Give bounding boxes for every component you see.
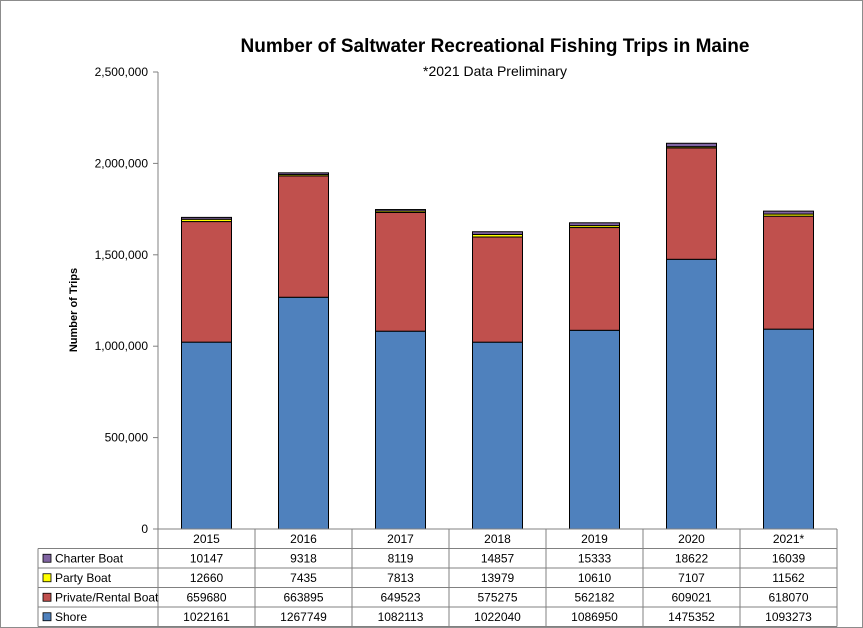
bar-segment (666, 142, 717, 148)
data-label: 649523 (380, 590, 420, 604)
bar-segment (666, 258, 717, 530)
data-label: 1022040 (474, 610, 521, 624)
data-label: 659680 (186, 590, 226, 604)
legend-key (42, 592, 52, 602)
bar-segment (375, 330, 426, 530)
legend-label: Party Boat (55, 571, 112, 585)
bar-segment (181, 341, 232, 530)
x-tick-label: 2015 (193, 532, 220, 546)
data-label: 9318 (290, 551, 317, 565)
bar-segment (181, 221, 232, 343)
x-tick-label: 2020 (678, 532, 705, 546)
data-label: 15333 (578, 551, 612, 565)
data-label: 8119 (388, 551, 414, 565)
bar-segment (181, 216, 232, 220)
data-label: 16039 (772, 551, 806, 565)
data-label: 1022161 (183, 610, 230, 624)
data-label: 1267749 (280, 610, 327, 624)
data-label: 13979 (481, 571, 515, 585)
legend-key (42, 612, 52, 622)
data-label: 14857 (481, 551, 515, 565)
data-label: 7435 (290, 571, 317, 585)
y-tick-label: 2,000,000 (95, 156, 149, 170)
x-tick-label: 2017 (387, 532, 414, 546)
bar-segment (763, 328, 814, 530)
x-tick-label: 2016 (290, 532, 317, 546)
data-label: 7107 (678, 571, 705, 585)
data-label: 11562 (772, 571, 805, 585)
bar-segment (763, 215, 814, 330)
data-label: 1082113 (378, 610, 424, 624)
bar-segment (472, 236, 523, 343)
data-label: 10610 (578, 571, 612, 585)
bar-segment (278, 175, 329, 298)
x-tick-label: 2021* (773, 532, 805, 546)
legend-label: Private/Rental Boat (55, 590, 159, 604)
bar-segment (666, 147, 717, 260)
x-tick-label: 2019 (581, 532, 608, 546)
y-tick-label: 1,500,000 (95, 248, 149, 262)
bar-segment (375, 211, 426, 332)
data-label: 10147 (190, 551, 224, 565)
bar-segment (763, 210, 814, 215)
bar-segment (375, 209, 426, 212)
bar-segment (278, 296, 329, 530)
y-axis-ticks: 0 500,000 1,000,000 1,500,000 2,000,000 2,500… (95, 65, 158, 536)
legend-key (42, 553, 52, 563)
chart-title: Number of Saltwater Recreational Fishing… (241, 36, 750, 57)
x-tick-label: 2018 (484, 532, 511, 546)
bar-segment (569, 222, 620, 227)
data-label: 663895 (283, 590, 323, 604)
y-axis-label: Number of Trips (68, 268, 80, 352)
data-label: 1093273 (765, 610, 812, 624)
chart-subtitle: *2021 Data Preliminary (423, 63, 567, 79)
data-label: 12660 (190, 571, 224, 585)
y-tick-label: 500,000 (105, 431, 149, 445)
data-label: 7813 (387, 571, 414, 585)
bars (181, 142, 814, 530)
data-table: 2015 2016 2017 2018 2019 2020 2021* Charter Boa… (37, 528, 838, 627)
data-label: 18622 (675, 551, 709, 565)
legend-key (42, 573, 52, 583)
data-label: 562182 (574, 590, 614, 604)
data-label: 1475352 (668, 610, 715, 624)
data-label: 575275 (477, 590, 517, 604)
bar-segment (278, 172, 329, 176)
data-label: 609021 (671, 590, 711, 604)
bar-segment (569, 329, 620, 530)
legend-label: Shore (55, 610, 87, 624)
bar-segment (569, 227, 620, 331)
bar-segment (472, 231, 523, 235)
legend-label: Charter Boat (55, 551, 124, 565)
y-tick-label: 2,500,000 (95, 65, 149, 79)
y-tick-label: 0 (141, 522, 148, 536)
bar-segment (472, 341, 523, 530)
data-label: 1086950 (571, 610, 618, 624)
data-label: 618070 (768, 590, 808, 604)
y-tick-label: 1,000,000 (95, 339, 149, 353)
